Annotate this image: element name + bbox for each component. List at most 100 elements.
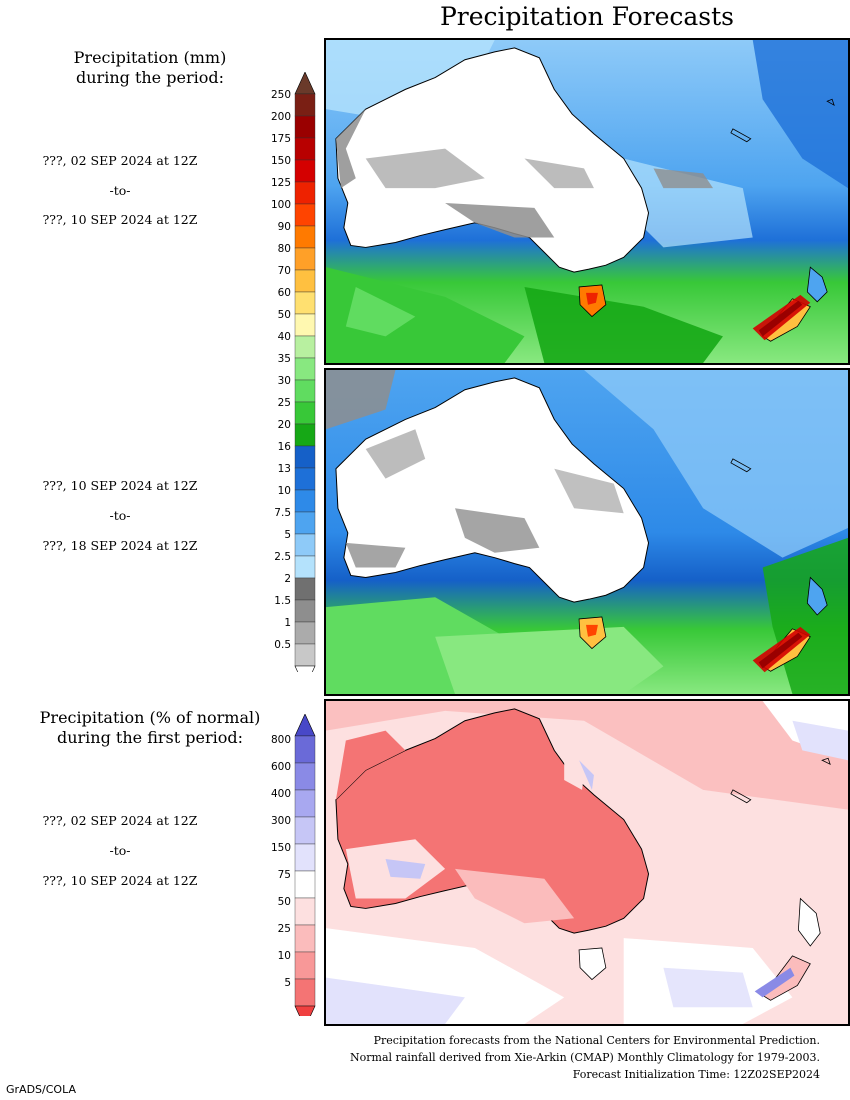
mm-legend-swatch: [294, 93, 316, 117]
mm-legend-title-line2: during the period:: [76, 68, 224, 87]
pct-legend-swatch: [294, 978, 316, 1007]
footer-line1: Precipitation forecasts from the Nationa…: [373, 1034, 820, 1047]
mm-legend-title: Precipitation (mm) during the period:: [30, 48, 270, 88]
mm-legend-swatch: [294, 489, 316, 513]
mm-legend-label: 5: [284, 529, 291, 541]
mm-legend-swatch: [294, 137, 316, 161]
mm-legend-swatch: [294, 467, 316, 491]
mm-legend-label: 175: [271, 133, 291, 145]
period2-start: ???, 10 SEP 2024 at 12Z: [42, 478, 198, 493]
mm-legend-label: 100: [271, 199, 291, 211]
mm-legend-swatch: [294, 335, 316, 359]
period2-end: ???, 18 SEP 2024 at 12Z: [42, 538, 198, 553]
pct-legend-title-line2: during the first period:: [56, 728, 244, 747]
mm-legend-swatch: [294, 511, 316, 535]
mm-legend-label: 125: [271, 177, 291, 189]
mm-legend-swatch: [294, 555, 316, 579]
pct-legend-swatch: [294, 897, 316, 926]
mm-legend-swatch: [294, 225, 316, 249]
mm-legend-swatch: [294, 379, 316, 403]
pct-legend-label: 75: [278, 869, 291, 881]
mm-legend-label: 1.5: [274, 595, 291, 607]
mm-legend-swatch: [294, 291, 316, 315]
map-period3-graphic: [326, 701, 848, 1024]
pct-legend-label: 600: [271, 761, 291, 773]
mm-legend-swatch: [294, 533, 316, 557]
map-period1-precip: [324, 38, 850, 365]
pct-legend-label: 800: [271, 734, 291, 746]
page-title: Precipitation Forecasts: [439, 2, 735, 31]
mm-legend-label: 7.5: [274, 507, 291, 519]
pct-legend-label: 150: [271, 842, 291, 854]
mm-legend-swatch: [294, 181, 316, 205]
mm-legend-bottom-arrow: [294, 665, 316, 672]
pct-legend-swatch: [294, 789, 316, 818]
mm-legend-label: 35: [278, 353, 291, 365]
period1-separator: -to-: [109, 183, 131, 198]
pct-legend-top-arrow: [294, 714, 316, 737]
pct-legend-label: 10: [278, 950, 291, 962]
mm-legend-swatch: [294, 313, 316, 337]
map-period1-pct-normal: [324, 699, 850, 1026]
mm-legend-label: 10: [278, 485, 291, 497]
pct-legend-swatch: [294, 816, 316, 845]
mm-legend-label: 80: [278, 243, 291, 255]
mm-legend-graphic: 2502001751501251009080706050403530252016…: [271, 72, 316, 672]
pct-legend-swatch: [294, 762, 316, 791]
mm-legend-top-arrow: [294, 72, 316, 95]
mm-legend-label: 150: [271, 155, 291, 167]
map-period1-graphic: [326, 40, 848, 363]
mm-legend-swatch: [294, 203, 316, 227]
pct-legend-label: 400: [271, 788, 291, 800]
pct-legend-label: 25: [278, 923, 291, 935]
mm-legend-label: 40: [278, 331, 291, 343]
mm-legend-title-line1: Precipitation (mm): [73, 48, 227, 67]
mm-legend-label: 1: [284, 617, 291, 629]
pct-legend-title-line1: Precipitation (% of normal): [39, 708, 261, 727]
pct-legend-swatch: [294, 924, 316, 953]
mm-legend-swatch: [294, 247, 316, 271]
map-period2-graphic: [326, 370, 848, 694]
mm-legend-swatch: [294, 643, 316, 667]
mm-legend-swatch: [294, 401, 316, 425]
mm-legend-label: 90: [278, 221, 291, 233]
pct-legend-title: Precipitation (% of normal) during the f…: [30, 708, 270, 748]
mm-legend-swatch: [294, 159, 316, 183]
map-period2-precip: [324, 368, 850, 696]
mm-legend-label: 250: [271, 89, 291, 101]
mm-legend-label: 50: [278, 309, 291, 321]
grads-credit: GrADS/COLA: [6, 1083, 76, 1096]
pct-legend-swatch: [294, 843, 316, 872]
mm-legend-swatch: [294, 599, 316, 623]
mm-legend-swatch: [294, 445, 316, 469]
period3-start: ???, 02 SEP 2024 at 12Z: [42, 813, 198, 828]
pct-legend-label: 5: [284, 977, 291, 989]
mm-legend-label: 16: [278, 441, 292, 453]
footer-line2: Normal rainfall derived from Xie-Arkin (…: [350, 1051, 820, 1064]
mm-legend-label: 0.5: [274, 639, 291, 651]
pct-legend-swatch: [294, 735, 316, 764]
pct-legend-graphic: 800 600 400 300 150 75 50 25 10 5: [271, 714, 316, 1016]
mm-legend-label: 2.5: [274, 551, 291, 563]
mm-legend-swatch: [294, 115, 316, 139]
pct-legend-label: 50: [278, 896, 291, 908]
mm-legend-swatch: [294, 269, 316, 293]
mm-legend-label: 25: [278, 397, 291, 409]
footer-line3: Forecast Initialization Time: 12Z02SEP20…: [572, 1068, 820, 1081]
mm-legend-label: 2: [284, 573, 291, 585]
period3-separator: -to-: [109, 843, 131, 858]
period1-end: ???, 10 SEP 2024 at 12Z: [42, 212, 198, 227]
period1-start: ???, 02 SEP 2024 at 12Z: [42, 153, 198, 168]
mm-legend-label: 60: [278, 287, 291, 299]
mm-legend-swatch: [294, 577, 316, 601]
mm-legend-label: 20: [278, 419, 291, 431]
mm-legend-label: 30: [278, 375, 291, 387]
pct-legend-swatch: [294, 870, 316, 899]
mm-legend-swatch: [294, 357, 316, 381]
mm-legend-label: 13: [278, 463, 291, 475]
pct-legend-swatch: [294, 951, 316, 980]
period3-end: ???, 10 SEP 2024 at 12Z: [42, 873, 198, 888]
mm-color-legend: 250 200 175 150 125 100 90 80 70 60 50 40 35 30 25 20 16…: [262, 72, 322, 672]
mm-legend-swatch: [294, 621, 316, 645]
mm-legend-swatch: [294, 423, 316, 447]
